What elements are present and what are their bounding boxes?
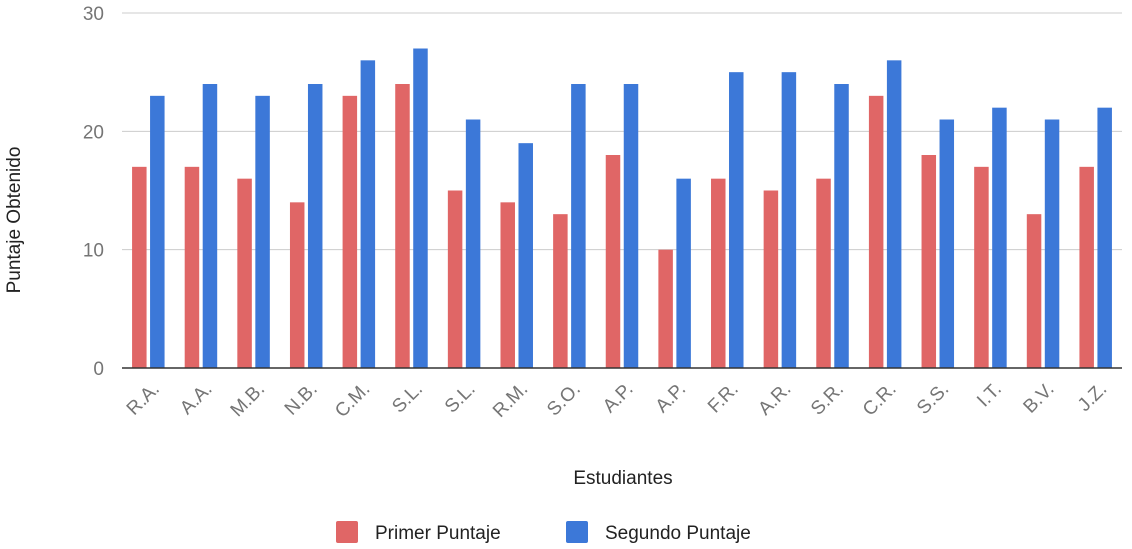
bar-segundo-puntaje [676,178,691,368]
y-tick-label: 30 [83,4,104,25]
bar-primer-puntaje [711,178,726,368]
x-tick-label: F.R. [704,379,743,418]
bar-segundo-puntaje [992,107,1007,369]
bar-primer-puntaje [921,155,937,368]
bar-primer-puntaje [974,166,989,368]
x-axis-ticks: R.A. A.A. M.B. N.B. C.M. S.L. S.L. R.M. S.O. A.P.… [123,379,1111,422]
x-tick-label: N.B. [281,379,322,420]
bars [132,48,1112,369]
bar-primer-puntaje [816,178,831,368]
y-axis-ticks: 0 10 20 30 [83,4,104,380]
x-tick-label: S.L. [388,379,427,418]
legend-label-segundo-puntaje: Segundo Puntaje [605,523,751,544]
bar-segundo-puntaje [1097,107,1112,369]
x-tick-label: C.M. [331,379,374,422]
bar-primer-puntaje [237,178,252,368]
bar-primer-puntaje [1079,166,1094,368]
bar-segundo-puntaje [834,84,849,368]
bar-segundo-puntaje [623,84,639,368]
bar-primer-puntaje [342,95,358,368]
bar-primer-puntaje [395,84,410,368]
x-tick-label: S.L. [441,379,480,418]
y-axis-title: Puntaje Obtenido [4,147,25,294]
bar-segundo-puntaje [571,84,586,368]
bar-primer-puntaje [500,202,515,368]
bar-segundo-puntaje [150,95,165,368]
x-tick-label: A.P. [652,379,691,418]
x-axis-title: Estudiantes [573,468,672,489]
bar-primer-puntaje [605,155,621,368]
y-tick-label: 10 [83,241,104,262]
bar-segundo-puntaje [202,84,218,368]
bar-segundo-puntaje [729,72,744,369]
legend: Primer Puntaje Segundo Puntaje [336,521,751,544]
bar-segundo-puntaje [465,119,481,368]
gridlines [122,12,1122,251]
bar-segundo-puntaje [360,60,376,368]
x-tick-label: S.O. [543,379,585,421]
bar-segundo-puntaje [781,72,797,369]
legend-swatch-segundo-puntaje [566,521,588,543]
bar-primer-puntaje [658,249,673,368]
x-tick-label: A.P. [599,379,638,418]
bar-primer-puntaje [553,214,568,368]
bar-primer-puntaje [289,202,305,368]
bar-segundo-puntaje [1044,119,1060,368]
y-tick-label: 0 [93,359,104,380]
x-tick-label: S.R. [807,379,848,420]
x-tick-label: I.T. [973,379,1006,412]
x-tick-label: A.R. [754,379,795,420]
bar-segundo-puntaje [413,48,428,368]
x-tick-label: R.A. [123,379,164,420]
x-tick-label: M.B. [227,379,269,421]
legend-label-primer-puntaje: Primer Puntaje [375,523,501,544]
x-tick-label: R.M. [489,379,532,422]
bar-primer-puntaje [763,190,779,368]
legend-swatch-primer-puntaje [336,521,358,543]
bar-primer-puntaje [447,190,463,368]
x-tick-label: C.R. [859,379,901,421]
x-tick-label: S.S. [913,379,953,419]
bar-segundo-puntaje [518,143,533,368]
x-tick-label: J.Z. [1074,379,1111,416]
bar-segundo-puntaje [307,84,323,368]
bar-primer-puntaje [868,95,884,368]
bar-primer-puntaje [184,166,200,368]
bar-segundo-puntaje [255,95,270,368]
x-tick-label: A.A. [176,379,216,419]
bar-primer-puntaje [132,166,147,368]
y-tick-label: 20 [83,122,104,143]
bar-segundo-puntaje [939,119,955,368]
bar-primer-puntaje [1026,214,1042,368]
bar-segundo-puntaje [886,60,902,368]
x-tick-label: B.V. [1020,379,1059,418]
